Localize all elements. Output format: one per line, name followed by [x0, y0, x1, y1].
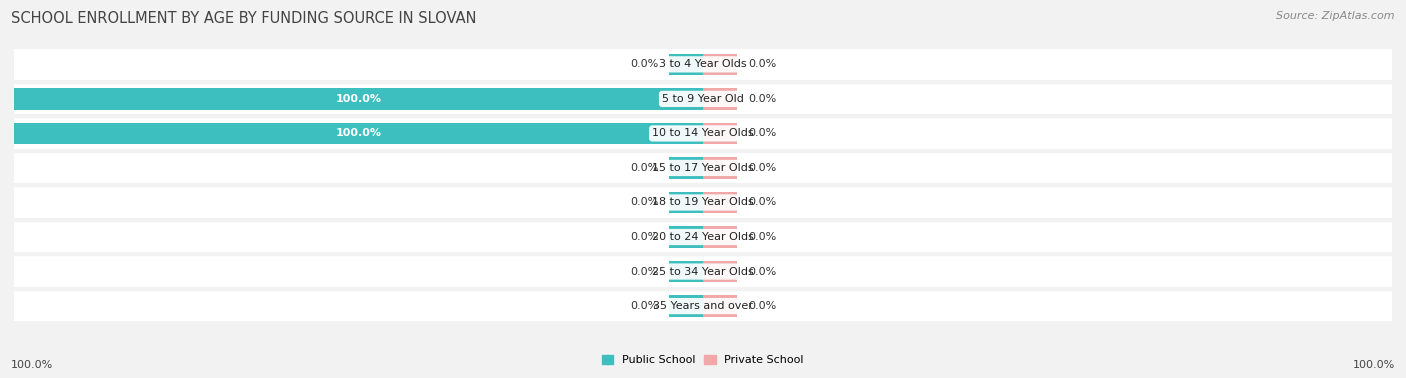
Text: 10 to 14 Year Olds: 10 to 14 Year Olds [652, 129, 754, 138]
Text: 0.0%: 0.0% [748, 232, 776, 242]
Text: SCHOOL ENROLLMENT BY AGE BY FUNDING SOURCE IN SLOVAN: SCHOOL ENROLLMENT BY AGE BY FUNDING SOUR… [11, 11, 477, 26]
Text: 15 to 17 Year Olds: 15 to 17 Year Olds [652, 163, 754, 173]
Text: 100.0%: 100.0% [336, 94, 381, 104]
Bar [703, 226, 738, 248]
Bar [14, 187, 1392, 218]
Bar [703, 295, 738, 317]
Bar [14, 291, 1392, 321]
Bar [703, 54, 738, 75]
Text: 0.0%: 0.0% [748, 197, 776, 208]
Text: 0.0%: 0.0% [630, 232, 658, 242]
Bar [14, 222, 1392, 252]
Text: 3 to 4 Year Olds: 3 to 4 Year Olds [659, 59, 747, 69]
Bar [669, 192, 703, 213]
Bar [14, 84, 1392, 114]
Bar [14, 153, 1392, 183]
Text: 0.0%: 0.0% [748, 94, 776, 104]
Bar [703, 88, 738, 110]
Bar [669, 226, 703, 248]
Text: 35 Years and over: 35 Years and over [652, 301, 754, 311]
Text: 0.0%: 0.0% [748, 129, 776, 138]
Text: 0.0%: 0.0% [630, 163, 658, 173]
Bar [703, 261, 738, 282]
Bar [14, 88, 703, 110]
Text: 0.0%: 0.0% [630, 266, 658, 277]
Bar [703, 123, 738, 144]
Text: 0.0%: 0.0% [748, 301, 776, 311]
Text: 0.0%: 0.0% [630, 59, 658, 69]
Text: 25 to 34 Year Olds: 25 to 34 Year Olds [652, 266, 754, 277]
Legend: Public School, Private School: Public School, Private School [598, 350, 808, 370]
Bar [14, 256, 1392, 287]
Text: 0.0%: 0.0% [748, 266, 776, 277]
Text: 20 to 24 Year Olds: 20 to 24 Year Olds [652, 232, 754, 242]
Text: 5 to 9 Year Old: 5 to 9 Year Old [662, 94, 744, 104]
Bar [669, 157, 703, 179]
Text: 100.0%: 100.0% [1353, 361, 1395, 370]
Text: 0.0%: 0.0% [748, 163, 776, 173]
Bar [14, 49, 1392, 79]
Bar [669, 54, 703, 75]
Text: 0.0%: 0.0% [630, 301, 658, 311]
Text: Source: ZipAtlas.com: Source: ZipAtlas.com [1277, 11, 1395, 21]
Bar [669, 261, 703, 282]
Text: 0.0%: 0.0% [630, 197, 658, 208]
Bar [14, 123, 703, 144]
Text: 18 to 19 Year Olds: 18 to 19 Year Olds [652, 197, 754, 208]
Text: 100.0%: 100.0% [336, 129, 381, 138]
Bar [14, 118, 1392, 149]
Bar [703, 192, 738, 213]
Text: 0.0%: 0.0% [748, 59, 776, 69]
Bar [669, 295, 703, 317]
Bar [703, 157, 738, 179]
Text: 100.0%: 100.0% [11, 361, 53, 370]
